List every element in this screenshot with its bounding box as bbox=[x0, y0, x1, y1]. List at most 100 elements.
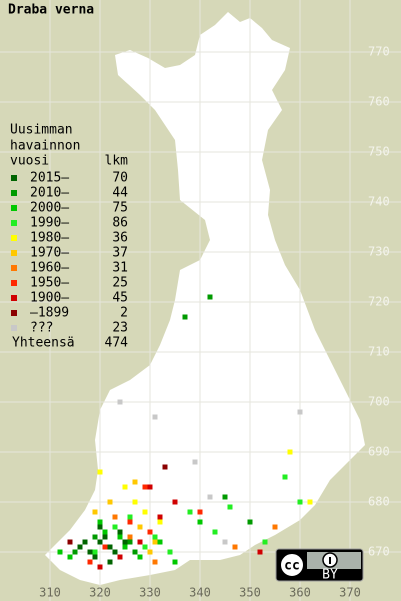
observation-square bbox=[92, 554, 98, 560]
legend-count: 70 bbox=[112, 171, 128, 186]
observation-square bbox=[107, 499, 113, 505]
observation-square bbox=[132, 479, 138, 485]
y-tick-label: 690 bbox=[368, 445, 390, 459]
observation-square bbox=[142, 484, 148, 490]
observation-square bbox=[197, 519, 203, 525]
legend-label: 2010– bbox=[30, 186, 69, 201]
legend-count-header: lkm bbox=[105, 154, 129, 169]
observation-square bbox=[297, 409, 303, 415]
observation-square bbox=[297, 499, 303, 505]
observation-square bbox=[97, 524, 103, 530]
legend-label: 1980– bbox=[30, 231, 69, 246]
observation-square bbox=[97, 519, 103, 525]
legend-label: 2015– bbox=[30, 171, 69, 186]
legend-label: 1950– bbox=[30, 276, 69, 291]
cc-icon bbox=[279, 552, 305, 578]
observation-square bbox=[122, 539, 128, 545]
observation-square bbox=[222, 494, 228, 500]
observation-square bbox=[82, 539, 88, 545]
observation-square bbox=[137, 524, 143, 530]
legend-count: 31 bbox=[112, 261, 128, 276]
observation-square bbox=[152, 559, 158, 565]
observation-square bbox=[127, 519, 133, 525]
legend-swatch bbox=[11, 280, 17, 286]
legend-count: 86 bbox=[112, 216, 128, 231]
legend-header: havainnon bbox=[10, 139, 80, 154]
observation-square bbox=[212, 529, 218, 535]
x-tick-label: 370 bbox=[339, 586, 361, 600]
observation-square bbox=[152, 534, 158, 540]
observation-square bbox=[92, 534, 98, 540]
observation-square bbox=[307, 499, 313, 505]
observation-square bbox=[117, 554, 123, 560]
legend-count: 75 bbox=[112, 201, 128, 216]
legend-swatch bbox=[11, 310, 17, 316]
legend-swatch bbox=[11, 190, 17, 196]
observation-square bbox=[187, 509, 193, 515]
observation-square bbox=[282, 474, 288, 480]
observation-square bbox=[92, 549, 98, 555]
observation-square bbox=[152, 414, 158, 420]
observation-square bbox=[257, 549, 263, 555]
legend-swatch bbox=[11, 295, 17, 301]
observation-square bbox=[92, 509, 98, 515]
observation-square bbox=[117, 529, 123, 535]
observation-square bbox=[112, 524, 118, 530]
y-tick-label: 670 bbox=[368, 545, 390, 559]
observation-square bbox=[172, 499, 178, 505]
by-text: BY bbox=[322, 568, 338, 583]
legend-label: –1899 bbox=[30, 306, 69, 321]
observation-square bbox=[192, 459, 198, 465]
observation-square bbox=[77, 544, 83, 550]
observation-square bbox=[132, 499, 138, 505]
observation-square bbox=[167, 549, 173, 555]
observation-square bbox=[147, 549, 153, 555]
observation-square bbox=[247, 519, 253, 525]
observation-square bbox=[72, 549, 78, 555]
observation-square bbox=[112, 549, 118, 555]
legend-count: 25 bbox=[112, 276, 128, 291]
observation-square bbox=[97, 564, 103, 570]
observation-square bbox=[207, 494, 213, 500]
legend-swatch bbox=[11, 265, 17, 271]
observation-square bbox=[122, 544, 128, 550]
observation-square bbox=[232, 544, 238, 550]
observation-square bbox=[152, 539, 158, 545]
x-tick-label: 310 bbox=[39, 586, 61, 600]
y-tick-label: 700 bbox=[368, 395, 390, 409]
y-tick-label: 770 bbox=[368, 45, 390, 59]
observation-square bbox=[87, 549, 93, 555]
total-label: Yhteensä bbox=[12, 336, 75, 351]
legend-count: 44 bbox=[112, 186, 128, 201]
y-tick-label: 720 bbox=[368, 295, 390, 309]
observation-square bbox=[102, 544, 108, 550]
x-tick-label: 320 bbox=[89, 586, 111, 600]
legend-label: 1960– bbox=[30, 261, 69, 276]
legend-count: 37 bbox=[112, 246, 128, 261]
legend-header: Uusimman bbox=[10, 123, 73, 138]
observation-square bbox=[157, 514, 163, 520]
by-icon-body bbox=[329, 557, 331, 564]
legend-header: vuosi bbox=[10, 154, 49, 169]
legend-count: 45 bbox=[112, 291, 128, 306]
observation-square bbox=[112, 514, 118, 520]
observation-square bbox=[67, 539, 73, 545]
legend-label: ??? bbox=[30, 321, 53, 336]
observation-square bbox=[147, 484, 153, 490]
observation-square bbox=[142, 544, 148, 550]
x-tick-label: 350 bbox=[239, 586, 261, 600]
observation-square bbox=[87, 559, 93, 565]
legend-label: 1990– bbox=[30, 216, 69, 231]
observation-square bbox=[102, 529, 108, 535]
y-tick-label: 760 bbox=[368, 95, 390, 109]
observation-square bbox=[272, 524, 278, 530]
y-tick-label: 730 bbox=[368, 245, 390, 259]
observation-square bbox=[222, 539, 228, 545]
observation-square bbox=[147, 529, 153, 535]
observation-square bbox=[102, 534, 108, 540]
observation-square bbox=[157, 539, 163, 545]
observation-square bbox=[117, 399, 123, 405]
observation-square bbox=[97, 469, 103, 475]
